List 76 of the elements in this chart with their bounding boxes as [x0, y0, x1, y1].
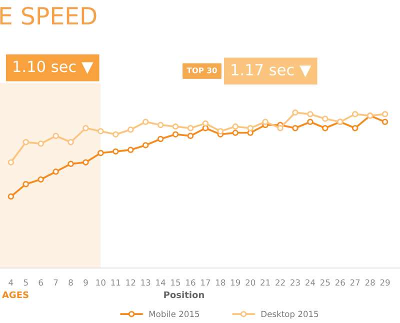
x-tick-label: 11 [111, 279, 120, 286]
x-tick-label: 13 [141, 279, 150, 286]
x-tick-label: 14 [156, 279, 166, 286]
point [172, 131, 179, 138]
x-axis-title: Position [164, 291, 204, 298]
point [8, 159, 14, 166]
text: 1.10 sec ▼ [14, 60, 94, 74]
point [8, 193, 14, 200]
point [382, 118, 388, 126]
x-tick-label: 9 [84, 279, 88, 286]
point [322, 116, 328, 122]
point [38, 176, 44, 183]
point [307, 110, 314, 118]
x-tick-label: 28 [365, 279, 375, 286]
x-tick-label: 26 [335, 279, 345, 286]
x-tick-label: 4 [8, 279, 14, 286]
point [187, 124, 194, 132]
point [232, 130, 239, 136]
point [232, 123, 239, 130]
point [142, 142, 149, 148]
x-tick-label: 5 [24, 279, 28, 286]
point [52, 168, 59, 175]
point [52, 132, 59, 140]
point [157, 122, 164, 128]
legend-label: Desktop 2015 [261, 310, 318, 319]
text: AGES [2, 291, 28, 298]
point [307, 118, 314, 126]
point [142, 118, 149, 126]
point [112, 148, 119, 155]
point [98, 150, 104, 156]
x-tick-label: 12 [126, 279, 136, 286]
point [187, 132, 194, 140]
point [128, 126, 134, 133]
point [352, 124, 358, 132]
point [217, 128, 224, 134]
x-tick-label: 6 [38, 279, 43, 286]
point [352, 110, 358, 118]
chart-title: E SPEED [0, 6, 96, 25]
x-tick-label: 15 [171, 279, 180, 286]
point [68, 138, 74, 146]
point [322, 124, 328, 132]
x-tick-label: 18 [216, 279, 226, 286]
point [247, 124, 254, 132]
point [172, 123, 179, 130]
point [112, 131, 119, 138]
point [292, 124, 298, 132]
point [157, 136, 164, 142]
x-tick-label: 27 [350, 279, 360, 286]
point [292, 109, 298, 116]
point [82, 159, 89, 166]
x-tick-label: 22 [276, 279, 285, 286]
point [277, 124, 284, 132]
x-tick-label: 24 [306, 279, 316, 286]
x-tick-label: 21 [260, 279, 270, 286]
x-tick-label: 20 [246, 279, 256, 286]
x-tick-label: 25 [320, 279, 330, 286]
x-tick-label: 29 [380, 279, 390, 286]
point [128, 146, 134, 154]
point [22, 180, 30, 188]
point [262, 118, 268, 126]
point [202, 120, 209, 127]
x-tick-label: 7 [54, 279, 58, 286]
x-tick-label: 16 [186, 279, 196, 286]
point [382, 110, 388, 118]
x-tick-label: 23 [290, 279, 300, 286]
legend-label: Mobile 2015 [149, 310, 200, 318]
point [68, 160, 74, 168]
point [38, 140, 44, 147]
point [22, 138, 30, 146]
text: 1.17 sec ▼ [232, 64, 312, 78]
x-tick-label: 19 [231, 279, 240, 286]
x-tick-label: 8 [68, 279, 73, 286]
x-tick-label: 17 [201, 279, 210, 286]
x-tick-label: 10 [96, 279, 106, 286]
point [82, 124, 89, 132]
point [98, 128, 104, 134]
